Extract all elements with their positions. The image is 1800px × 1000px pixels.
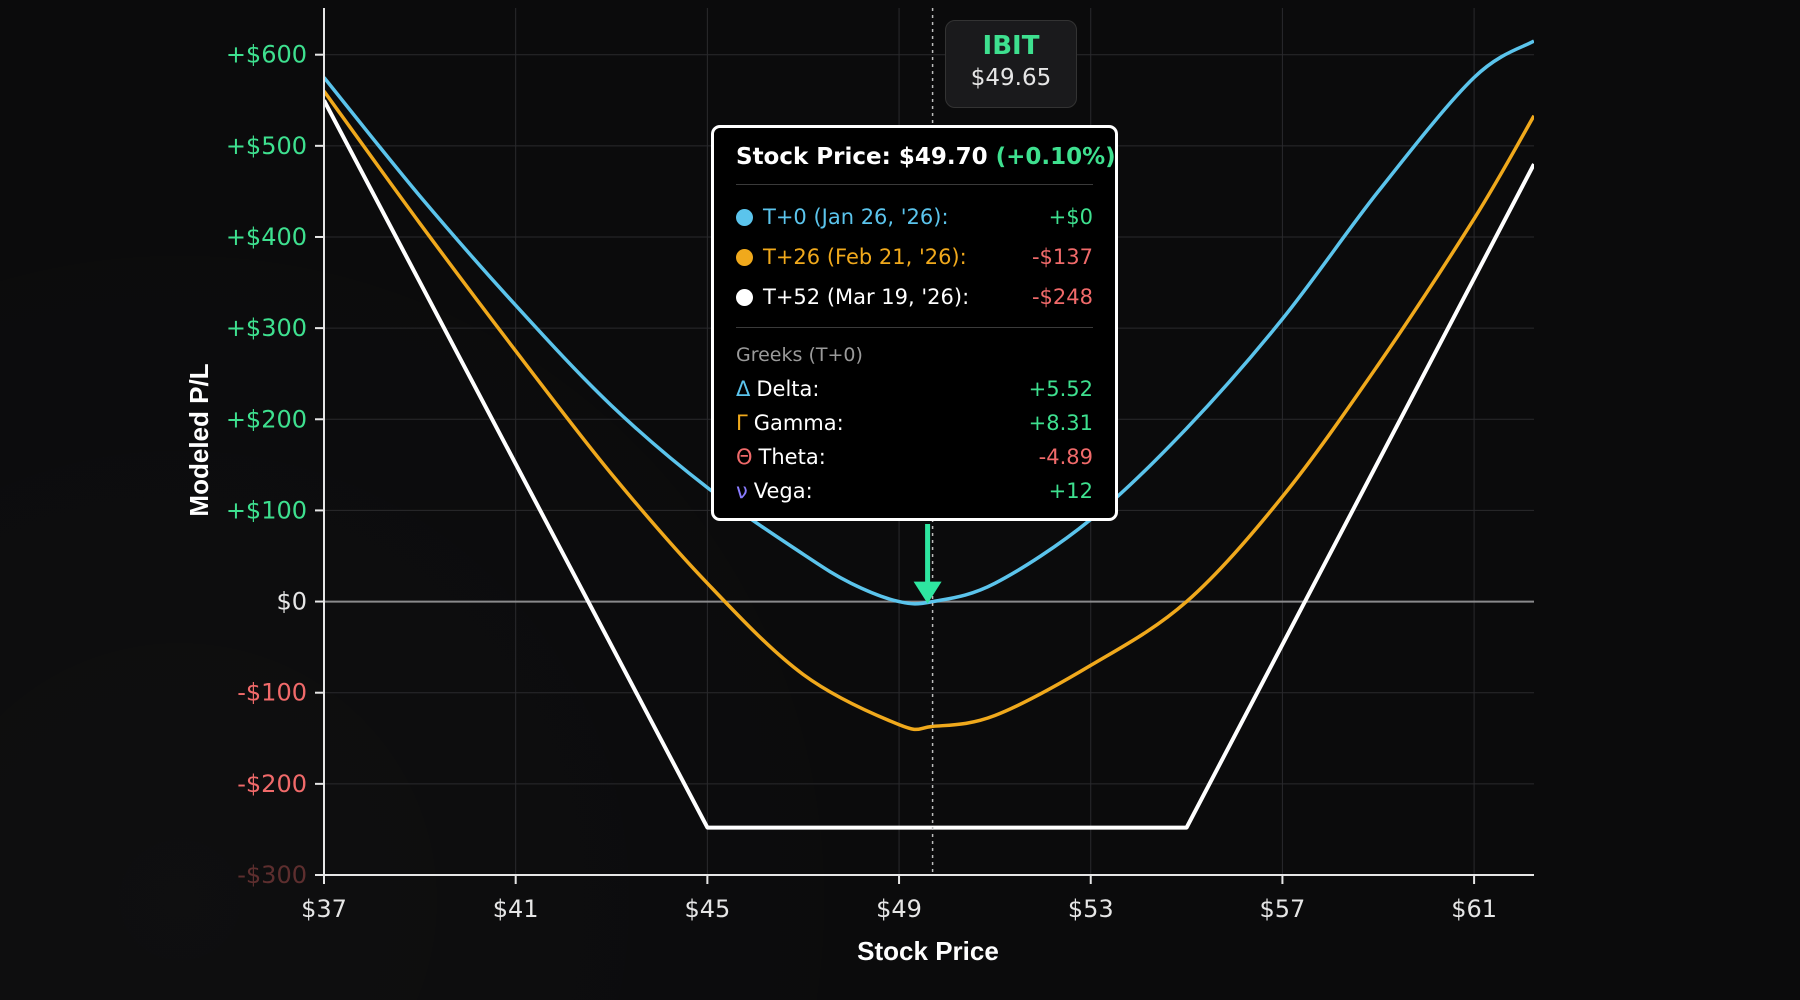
greek-value: -4.89 [1038, 445, 1093, 469]
x-tick-label: $49 [876, 895, 922, 923]
greek-symbol-icon: Δ [736, 377, 751, 401]
tooltip-series-list: T+0 (Jan 26, '26): +$0 T+26 (Feb 21, '26):… [736, 185, 1093, 328]
tooltip-series-row: T+26 (Feb 21, '26): -$137 [736, 237, 1093, 277]
series-label-text: T+26 (Feb 21, '26): [763, 245, 967, 269]
series-dot-icon [736, 288, 753, 306]
greek-row: Γ Gamma: +8.31 [736, 406, 1093, 440]
y-tick-label: -$200 [237, 770, 307, 798]
tooltip-series-row: T+0 (Jan 26, '26): +$0 [736, 197, 1093, 237]
y-tick-label: -$100 [237, 679, 307, 707]
ticker-symbol: IBIT [982, 31, 1040, 61]
arrow-head-icon [913, 581, 942, 604]
greeks-list: Δ Delta: +5.52 Γ Gamma: +8.31 Θ Theta: -4.89 ν Veg… [736, 372, 1093, 508]
series-dot-icon [736, 208, 753, 226]
greek-value: +12 [1048, 479, 1093, 503]
series-lines [324, 39, 1534, 830]
ticker-badge: IBIT $49.65 [945, 20, 1077, 108]
tooltip-series-label: T+0 (Jan 26, '26): [736, 205, 949, 229]
x-tick-label: $61 [1451, 895, 1497, 923]
series-t26-line [324, 90, 1534, 732]
series-label-text: T+0 (Jan 26, '26): [763, 205, 949, 229]
y-tick-label: +$300 [226, 314, 307, 342]
x-tick-label: $41 [493, 895, 539, 923]
series-value: -$248 [1031, 285, 1093, 309]
greek-row: Θ Theta: -4.89 [736, 440, 1093, 474]
y-tick-label: +$400 [226, 223, 307, 251]
price-cursor [913, 8, 942, 875]
x-axis-label: Stock Price [857, 936, 999, 966]
greek-symbol-icon: Γ [736, 411, 748, 435]
series-t52-line [324, 99, 1534, 830]
greek-label: Vega: [753, 479, 813, 503]
greek-name: Γ Gamma: [736, 411, 844, 435]
series-value: -$137 [1031, 245, 1093, 269]
greek-row: ν Vega: +12 [736, 474, 1093, 508]
greeks-title: Greeks (T+0) [736, 344, 863, 366]
tooltip-stock-price: Stock Price: $49.70 [736, 144, 988, 170]
y-tick-label: +$500 [226, 132, 307, 160]
y-axis-label: Modeled P/L [184, 363, 214, 516]
y-tick-label: $0 [276, 588, 307, 616]
tooltip-price-change: (+0.10%) [995, 144, 1116, 170]
tooltip-series-label: T+26 (Feb 21, '26): [736, 245, 967, 269]
y-tick-label: +$600 [226, 41, 307, 69]
greek-value: +5.52 [1028, 377, 1093, 401]
x-tick-label: $45 [684, 895, 730, 923]
x-tick-label: $57 [1260, 895, 1306, 923]
greek-symbol-icon: ν [736, 479, 748, 503]
tooltip-series-label: T+52 (Mar 19, '26): [736, 285, 969, 309]
hover-tooltip: Stock Price: $49.70 (+0.10%) T+0 (Jan 26… [711, 125, 1118, 521]
y-tick-label: -$300 [237, 861, 307, 889]
y-tick-label: +$100 [226, 496, 307, 524]
greek-symbol-icon: Θ [736, 445, 753, 469]
tooltip-series-row: T+52 (Mar 19, '26): -$248 [736, 277, 1093, 317]
series-value: +$0 [1048, 205, 1093, 229]
series-t0-line [324, 39, 1534, 606]
y-axis-ticks: +$600 +$500 +$400 +$300 +$200 +$100 $0 -$100 -$2… [226, 41, 324, 889]
greek-row: Δ Delta: +5.52 [736, 372, 1093, 406]
greek-name: Δ Delta: [736, 377, 819, 401]
tooltip-title: Stock Price: $49.70 (+0.10%) [736, 144, 1116, 185]
greek-label: Gamma: [753, 411, 844, 435]
y-tick-label: +$200 [226, 405, 307, 433]
series-dot-icon [736, 248, 753, 266]
series-label-text: T+52 (Mar 19, '26): [763, 285, 970, 309]
greek-value: +8.31 [1028, 411, 1093, 435]
x-tick-label: $37 [301, 895, 347, 923]
greek-label: Delta: [756, 377, 820, 401]
x-tick-label: $53 [1068, 895, 1114, 923]
greek-name: Θ Theta: [736, 445, 826, 469]
greek-label: Theta: [758, 445, 826, 469]
greek-name: ν Vega: [736, 479, 813, 503]
x-axis-ticks: $37 $41 $45 $49 $53 $57 $61 [301, 875, 1497, 923]
ticker-price: $49.65 [970, 65, 1052, 91]
